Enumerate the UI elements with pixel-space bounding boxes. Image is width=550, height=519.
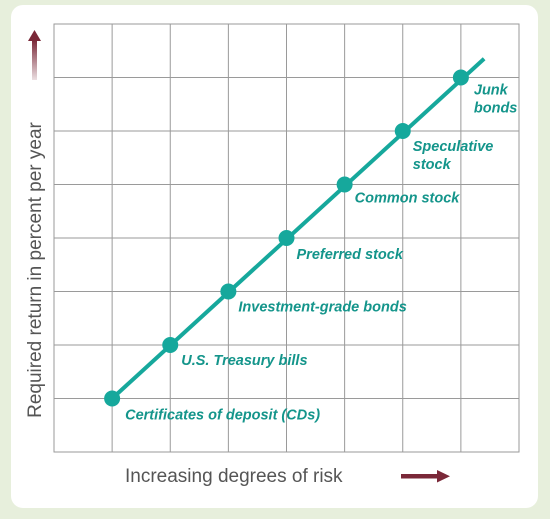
data-label: Preferred stock [297, 247, 404, 263]
data-point [162, 337, 179, 353]
data-label: Speculative stock [413, 139, 494, 173]
point-labels: Certificates of deposit (CDs) U.S. Treasu… [125, 83, 517, 424]
data-point [220, 283, 237, 300]
data-label: Investment-grade bonds [238, 300, 406, 316]
y-axis-label: Required return in percent per year [25, 121, 46, 417]
data-label: Certificates of deposit (CDs) [125, 408, 320, 424]
y-axis-arrow-icon [28, 30, 41, 80]
data-point [452, 69, 469, 86]
data-label: Junk bonds [474, 83, 518, 117]
grid-lines [54, 24, 519, 452]
series-required-return [104, 57, 486, 407]
data-label: U.S. Treasury bills [181, 353, 307, 369]
x-axis-arrow-icon [401, 470, 450, 483]
x-axis-label: Increasing degrees of risk [125, 466, 343, 487]
data-point [394, 123, 411, 139]
data-point [278, 230, 295, 246]
data-point [104, 390, 121, 407]
data-point [336, 176, 353, 193]
data-label: Common stock [355, 191, 461, 207]
